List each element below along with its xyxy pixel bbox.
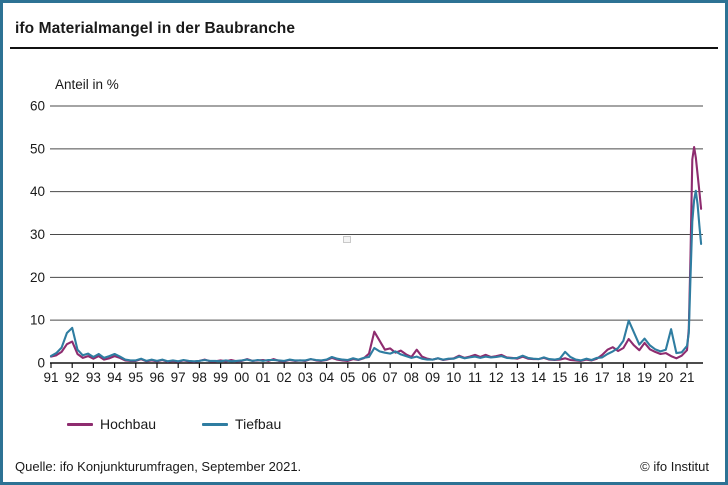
x-tick-label: 96 xyxy=(149,370,164,385)
legend-label-hochbau: Hochbau xyxy=(100,416,157,432)
x-tick-label: 07 xyxy=(383,370,398,385)
x-tick-label: 08 xyxy=(404,370,419,385)
x-tick-label: 09 xyxy=(425,370,440,385)
x-tick-label: 10 xyxy=(446,370,461,385)
hochbau-line xyxy=(49,146,703,363)
y-tick-label: 0 xyxy=(37,356,45,371)
hochbau-line-swatch xyxy=(67,422,93,426)
x-tick-label: 00 xyxy=(234,370,249,385)
x-tick-label: 93 xyxy=(86,370,101,385)
x-tick-label: 02 xyxy=(277,370,292,385)
tiefbau-line xyxy=(49,189,703,363)
x-tick-label: 95 xyxy=(128,370,143,385)
x-tick-label: 14 xyxy=(531,370,547,385)
copyright-note: © ifo Institut xyxy=(640,459,709,474)
watermark-dot xyxy=(343,236,351,243)
x-tick-label: 20 xyxy=(658,370,673,385)
y-tick-label: 60 xyxy=(30,99,45,114)
x-tick-label: 98 xyxy=(192,370,207,385)
x-tick-label: 92 xyxy=(65,370,80,385)
x-tick-label: 21 xyxy=(679,370,694,385)
y-tick-label: 50 xyxy=(30,141,45,156)
chart-title: ifo Materialmangel in der Baubranche xyxy=(15,20,296,37)
legend-item-hochbau: Hochbau xyxy=(67,416,156,432)
x-tick-label: 12 xyxy=(489,370,504,385)
x-tick-label: 97 xyxy=(171,370,186,385)
x-tick-label: 91 xyxy=(43,370,58,385)
x-tick-label: 01 xyxy=(255,370,270,385)
y-tick-label: 40 xyxy=(30,184,45,199)
title-divider xyxy=(10,47,718,49)
y-tick-label: 20 xyxy=(30,270,45,285)
x-tick-label: 15 xyxy=(552,370,567,385)
tiefbau-line-swatch xyxy=(202,422,229,426)
legend-label-tiefbau: Tiefbau xyxy=(235,416,282,432)
x-tick-label: 16 xyxy=(573,370,588,385)
source-note: Quelle: ifo Konjunkturumfragen, Septembe… xyxy=(15,459,302,474)
x-tick-label: 03 xyxy=(298,370,313,385)
chart-legend: Hochbau Tiefbau xyxy=(67,416,281,432)
y-tick-label: 30 xyxy=(30,227,45,242)
x-tick-label: 11 xyxy=(468,370,482,385)
x-tick-label: 17 xyxy=(595,370,610,385)
x-tick-label: 18 xyxy=(616,370,631,385)
x-tick-label: 13 xyxy=(510,370,525,385)
x-tick-label: 94 xyxy=(107,370,123,385)
legend-item-tiefbau: Tiefbau xyxy=(202,416,281,432)
x-tick-label: 99 xyxy=(213,370,228,385)
x-tick-label: 06 xyxy=(361,370,376,385)
x-tick-label: 05 xyxy=(340,370,355,385)
y-tick-label: 10 xyxy=(30,313,45,328)
x-tick-label: 19 xyxy=(637,370,652,385)
x-tick-label: 04 xyxy=(319,370,335,385)
y-axis-unit-label: Anteil in % xyxy=(55,77,119,92)
line-chart: 0 10 20 30 40 50 60 91 92 93 94 95 96 97 98 99 00 01 02 03 0… xyxy=(30,99,703,385)
